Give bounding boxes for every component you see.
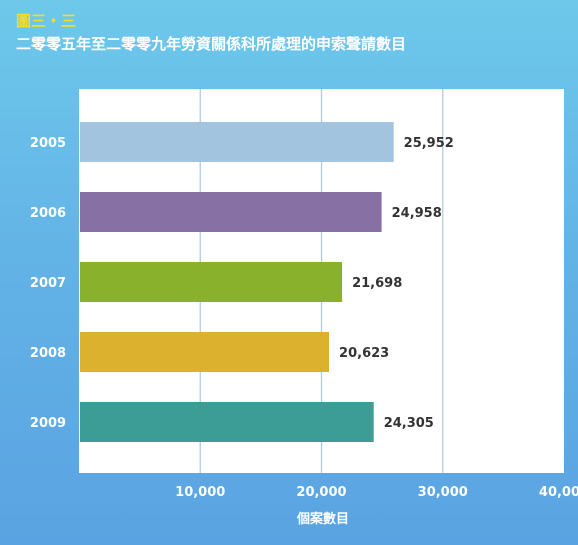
bar-2007	[80, 262, 343, 302]
data-label: 20,623	[339, 346, 389, 361]
x-tick-label: 20,000	[296, 485, 346, 500]
y-category-label: 2008	[30, 346, 66, 361]
figure-label: 圖三・三	[16, 12, 77, 30]
y-category-label: 2005	[30, 136, 66, 151]
bar-2008	[80, 332, 330, 372]
bar-2006	[80, 192, 382, 232]
chart-title: 二零零五年至二零零九年勞資關係科所處理的申索聲請數目	[16, 35, 407, 53]
bar-2005	[80, 122, 394, 162]
x-tick-label: 40,000	[539, 485, 578, 500]
x-axis-title: 個案數目	[296, 511, 349, 527]
y-category-label: 2006	[30, 206, 66, 221]
data-label: 24,305	[384, 416, 434, 431]
y-category-label: 2007	[30, 276, 66, 291]
data-label: 25,952	[404, 136, 454, 151]
data-label: 24,958	[392, 206, 442, 221]
y-category-label: 2009	[30, 416, 66, 431]
bar-2009	[80, 402, 374, 442]
x-tick-label: 30,000	[418, 485, 468, 500]
x-tick-label: 10,000	[175, 485, 225, 500]
data-label: 21,698	[352, 276, 402, 291]
